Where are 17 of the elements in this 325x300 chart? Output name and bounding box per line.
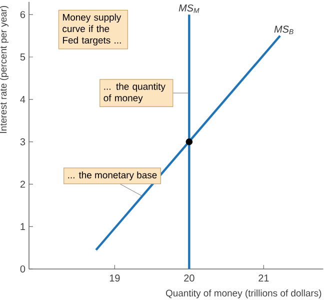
y-tick-label: 5	[20, 54, 26, 60]
annotation: ... the monetary base	[68, 171, 157, 180]
annotation: Money supply curve if the Fed targets ...	[62, 14, 122, 46]
annotation: ... the quantity of money	[104, 82, 166, 104]
y-axis-title: Interest rate (percent per year)	[0, 6, 8, 133]
y-tick-label: 6	[20, 11, 26, 18]
y-tick-label: 2	[20, 180, 25, 188]
series-label: MS$_{M}$	[178, 4, 200, 13]
x-axis-title: Quantity of money (trillions of dollars)	[166, 290, 322, 298]
y-tick-label: 3	[20, 138, 26, 146]
x-tick-label: 21	[258, 274, 269, 282]
y-tick-label: 4	[20, 96, 26, 103]
x-tick-label: 19	[110, 274, 120, 282]
y-tick-label: 0	[20, 265, 26, 273]
x-tick-label: 20	[184, 274, 194, 282]
y-tick-label: 1	[20, 223, 25, 230]
series-label: MS$_{B}$	[274, 26, 294, 34]
